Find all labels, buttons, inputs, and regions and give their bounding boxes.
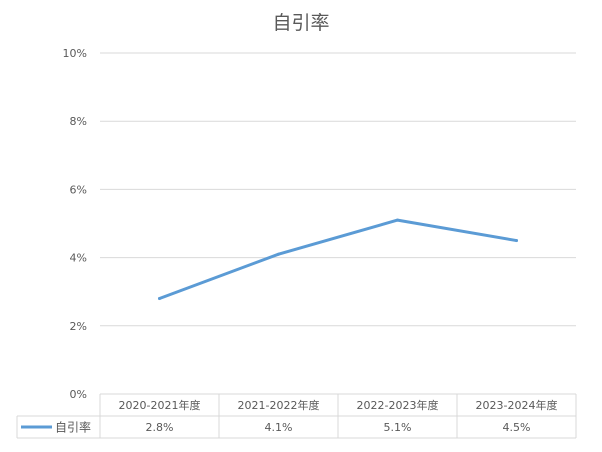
data-point — [277, 252, 280, 256]
chart-title: 自引率 — [272, 12, 329, 34]
series-layer: 自引率 2.8% 4.1% 5.1% 4.5% — [21, 218, 531, 435]
x-category-label: 2022-2023年度 — [357, 398, 439, 412]
series-line — [158, 218, 518, 301]
y-tick-label: 4% — [70, 252, 87, 265]
data-point — [396, 218, 399, 222]
data-value-label: 4.5% — [503, 421, 531, 434]
x-category-label: 2020-2021年度 — [119, 398, 201, 412]
y-tick-label: 10% — [63, 47, 87, 60]
data-point — [515, 239, 518, 243]
y-tick-label: 8% — [70, 115, 87, 128]
y-tick-label: 0% — [70, 388, 87, 401]
data-table: 2020-2021年度 2021-2022年度 2022-2023年度 2023-20… — [16, 393, 577, 439]
y-axis-tick-labels: 0% 2% 4% 6% 8% 10% — [63, 47, 87, 401]
y-tick-label: 2% — [70, 320, 87, 333]
data-value-label: 4.1% — [265, 421, 293, 434]
data-value-label: 2.8% — [146, 421, 174, 434]
data-point — [158, 297, 161, 301]
x-category-label: 2023-2024年度 — [476, 398, 558, 412]
y-tick-label: 6% — [70, 183, 87, 196]
x-category-label: 2021-2022年度 — [238, 398, 320, 412]
legend-label: 自引率 — [55, 420, 91, 435]
data-value-label: 5.1% — [384, 421, 412, 434]
gridlines — [100, 52, 576, 327]
